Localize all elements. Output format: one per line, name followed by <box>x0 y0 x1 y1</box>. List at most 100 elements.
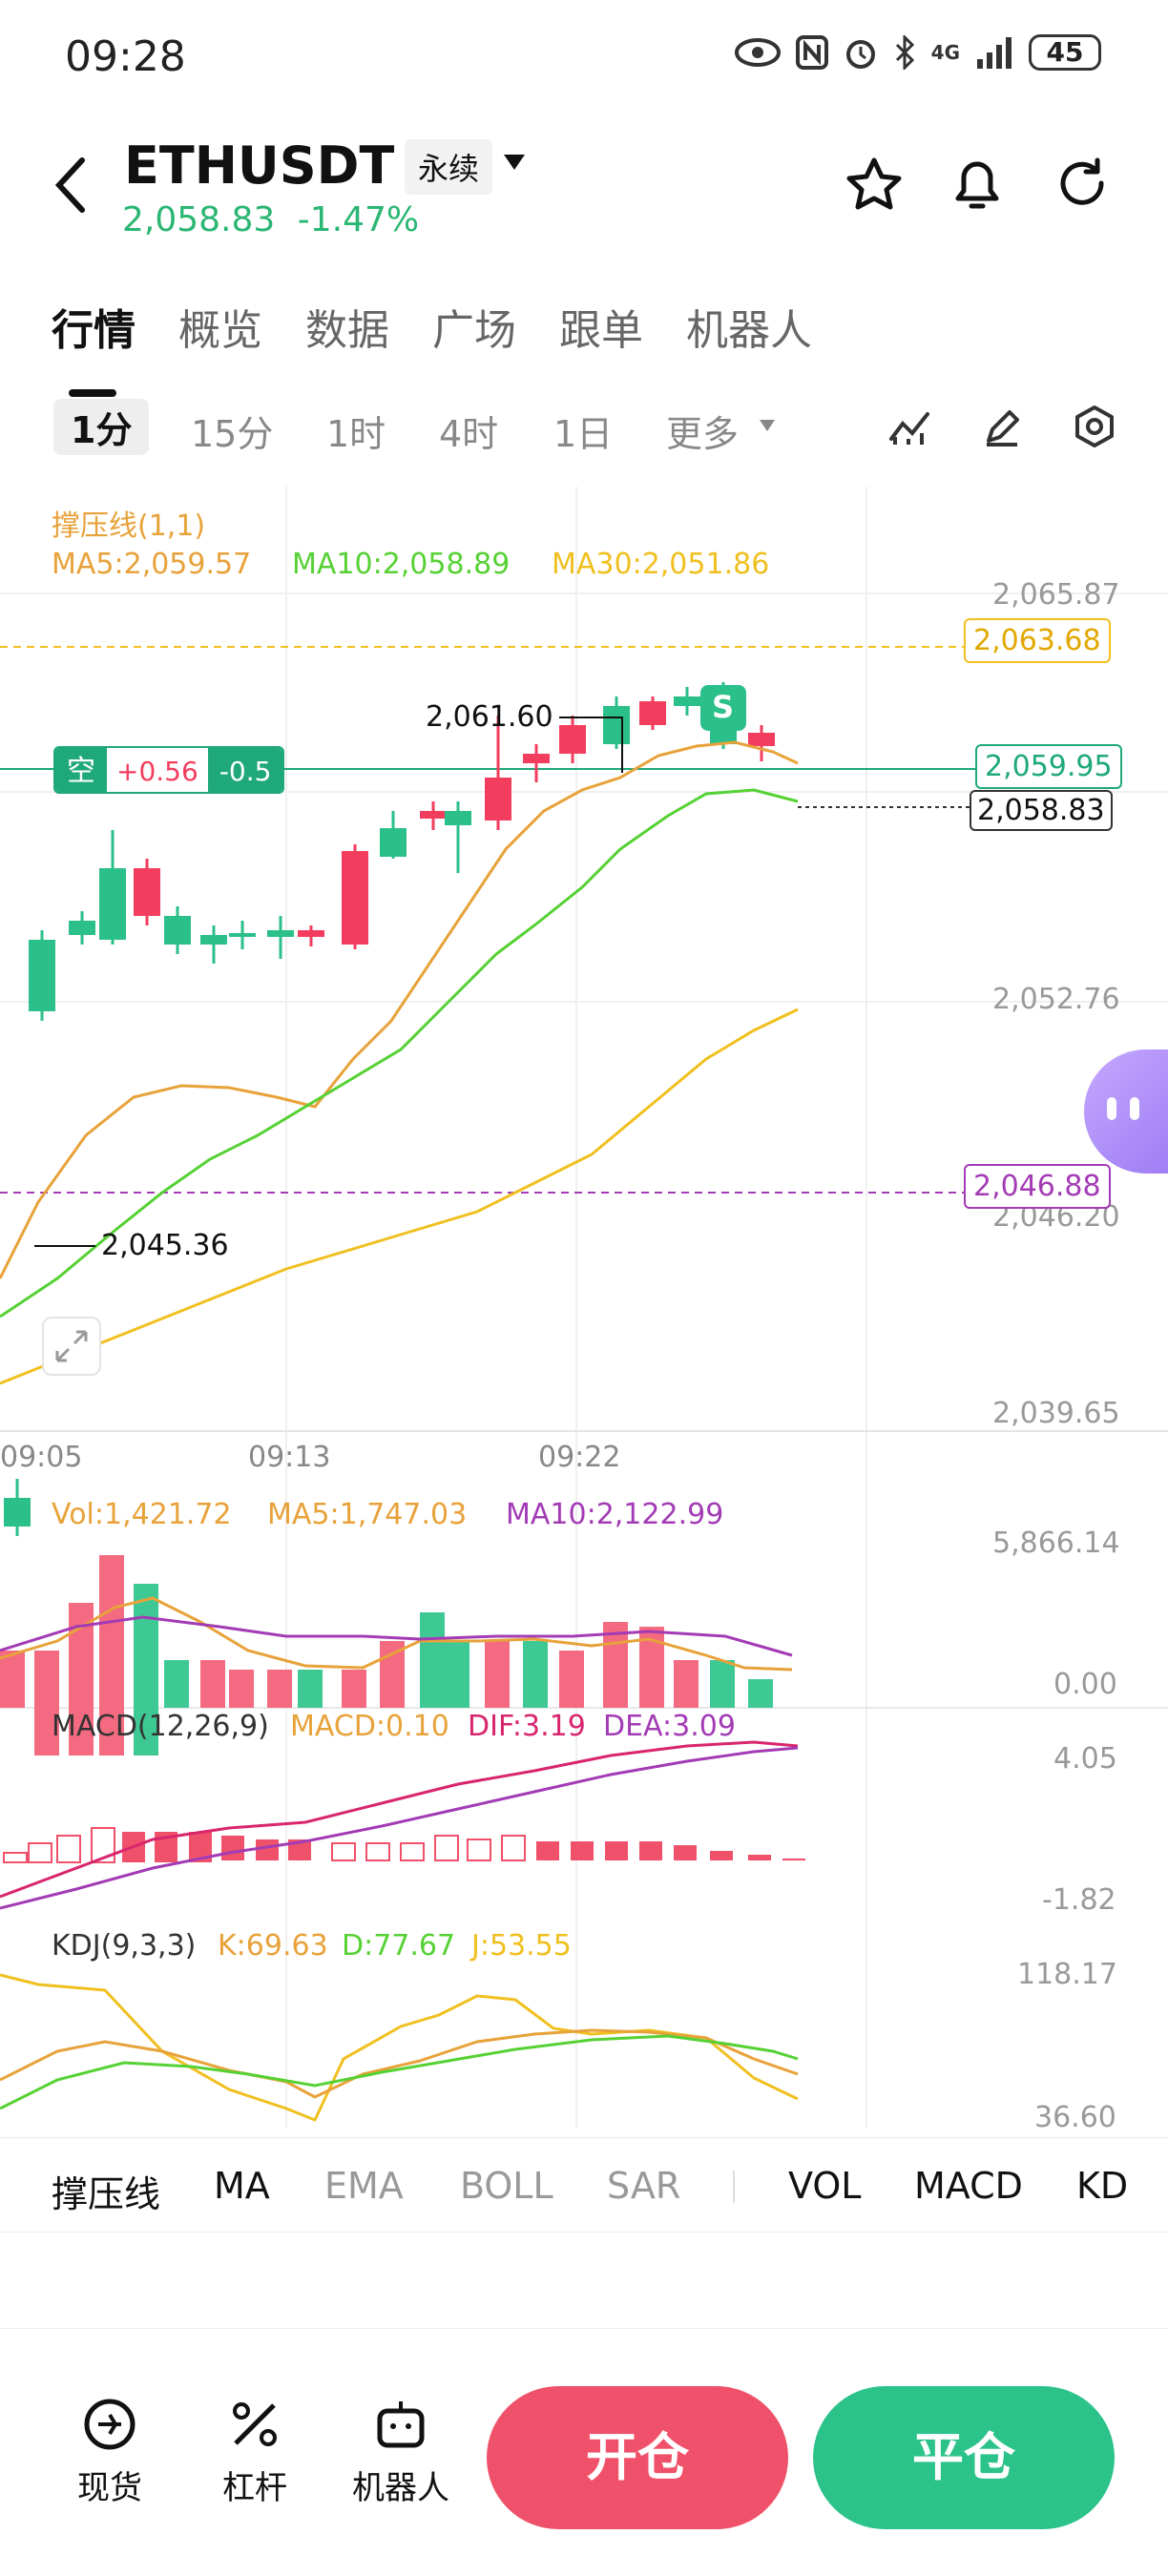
draw-pencil-icon[interactable] <box>981 406 1023 448</box>
indicator-divider <box>733 2171 735 2203</box>
x-axis-tick-3: 09:22 <box>538 1441 621 1474</box>
candle-body <box>420 811 447 819</box>
y-axis-top: 2,065.87 <box>992 578 1120 612</box>
ma5-line <box>0 740 799 1279</box>
candle-body <box>99 868 126 940</box>
timeframe-1h[interactable]: 1时 <box>326 413 386 455</box>
tab-overview[interactable]: 概览 <box>178 306 262 355</box>
tab-robot[interactable]: 机器人 <box>686 306 812 355</box>
volume-bar <box>485 1641 510 1708</box>
spot-button[interactable]: 现货 <box>57 2396 162 2508</box>
volume-ma5-line <box>0 1596 793 1672</box>
macd-value: MACD:0.10 <box>290 1710 449 1743</box>
tab-active-indicator <box>69 389 116 397</box>
macd-bar <box>256 1839 279 1860</box>
macd-bar <box>605 1841 628 1860</box>
volume-bar <box>229 1670 254 1708</box>
kdj-d-line <box>0 2034 799 2110</box>
macd-lines <box>0 1740 799 1910</box>
bottom-action-bar: 现货 杠杆 机器人 开仓 平仓 <box>0 2328 1168 2576</box>
volume-bar <box>164 1660 189 1708</box>
y-axis-mid: 2,052.76 <box>992 983 1120 1016</box>
macd-bar <box>674 1845 697 1860</box>
position-price-tag[interactable]: 2,059.95 <box>975 744 1122 789</box>
fullscreen-button[interactable] <box>42 1317 101 1376</box>
indicator-macd[interactable]: MACD <box>914 2165 1023 2207</box>
timeframe-more[interactable]: 更多 <box>666 413 740 455</box>
status-time: 09:28 <box>65 32 186 81</box>
chart-canvas[interactable] <box>0 487 1168 2128</box>
volume-bar <box>0 1651 25 1708</box>
support-resistance-label: 撑压线(1,1) <box>52 509 206 543</box>
resistance-price-tag[interactable]: 2,063.68 <box>964 618 1111 663</box>
support-price-tag[interactable]: 2,046.88 <box>964 1164 1111 1209</box>
position-badge[interactable]: 空 +0.56 -0.5 <box>53 746 285 794</box>
macd-bar <box>710 1851 733 1860</box>
back-icon[interactable] <box>53 156 88 214</box>
volume-axis-top: 5,866.14 <box>992 1527 1120 1560</box>
candle-body <box>559 725 586 754</box>
spot-label: 现货 <box>77 2469 142 2507</box>
candle-body <box>134 868 160 916</box>
tab-market[interactable]: 行情 <box>52 306 136 355</box>
candle-body <box>748 733 775 746</box>
candle-body <box>523 754 550 763</box>
eye-icon <box>734 38 781 67</box>
instrument-header: ETHUSDT 永续 2,058.83 -1.47% <box>0 124 1168 258</box>
tab-copy-trading[interactable]: 跟单 <box>559 306 643 355</box>
indicator-ma[interactable]: MA <box>214 2165 270 2207</box>
volume-bar <box>342 1670 366 1708</box>
expand-icon <box>55 1330 88 1362</box>
indicator-boll[interactable]: BOLL <box>460 2165 553 2207</box>
last-price: 2,058.83 <box>122 200 276 239</box>
timeframe-4h[interactable]: 4时 <box>439 413 499 455</box>
tab-data[interactable]: 数据 <box>305 306 389 355</box>
tab-square[interactable]: 广场 <box>432 306 516 355</box>
macd-bar <box>536 1841 559 1860</box>
ma30-label: MA30:2,051.86 <box>552 548 770 581</box>
candle-body <box>380 828 407 857</box>
candle-body <box>485 778 511 821</box>
x-axis-tick-1: 09:05 <box>0 1441 83 1474</box>
macd-axis-top: 4.05 <box>1053 1742 1117 1776</box>
indicator-sar[interactable]: SAR <box>607 2165 681 2207</box>
timeframe-1m[interactable]: 1分 <box>53 399 150 455</box>
indicator-ema[interactable]: EMA <box>324 2165 404 2207</box>
macd-bar <box>748 1855 771 1860</box>
alert-bell-icon[interactable] <box>950 155 1004 214</box>
volume-bar <box>523 1641 548 1708</box>
high-marker <box>559 717 623 773</box>
macd-bar <box>365 1842 390 1861</box>
candle-body <box>342 851 368 945</box>
kline-chart[interactable]: 撑压线(1,1) MA5:2,059.57 MA10:2,058.89 MA30… <box>0 487 1168 2134</box>
share-refresh-icon[interactable] <box>1053 155 1111 212</box>
indicator-support-resistance[interactable]: 撑压线 <box>52 2173 161 2215</box>
timeframe-1d[interactable]: 1日 <box>553 413 614 455</box>
ma10-line <box>0 788 799 1319</box>
assistant-bubble-eyes-2 <box>1130 1097 1139 1120</box>
robot-button[interactable]: 机器人 <box>344 2396 458 2508</box>
open-position-button[interactable]: 开仓 <box>487 2386 788 2529</box>
candle-body <box>229 933 256 937</box>
indicator-vol[interactable]: VOL <box>788 2165 862 2207</box>
volume-bar <box>298 1670 323 1708</box>
leverage-icon <box>233 2402 277 2446</box>
symbol-title[interactable]: ETHUSDT <box>124 135 395 196</box>
sell-signal-marker[interactable] <box>700 685 746 731</box>
indicator-kdj[interactable]: KD <box>1076 2165 1129 2207</box>
symbol-dropdown-icon[interactable] <box>502 153 527 174</box>
macd-bar <box>288 1839 311 1860</box>
favorite-star-icon[interactable] <box>845 156 903 214</box>
volume-ma-lines <box>0 1596 793 1672</box>
status-bar: 09:28 4G 45 <box>0 0 1168 114</box>
leverage-button[interactable]: 杠杆 <box>202 2396 307 2508</box>
more-dropdown-icon[interactable] <box>758 418 777 433</box>
macd-bar <box>639 1841 662 1860</box>
contract-type-badge[interactable]: 永续 <box>405 139 493 195</box>
close-position-button[interactable]: 平仓 <box>813 2386 1115 2529</box>
chart-settings-icon[interactable] <box>1073 405 1116 448</box>
indicator-lines-icon[interactable] <box>887 406 931 447</box>
timeframe-15m[interactable]: 15分 <box>191 413 274 455</box>
volume-bar <box>134 1584 158 1755</box>
macd-title: MACD(12,26,9) <box>52 1710 269 1743</box>
